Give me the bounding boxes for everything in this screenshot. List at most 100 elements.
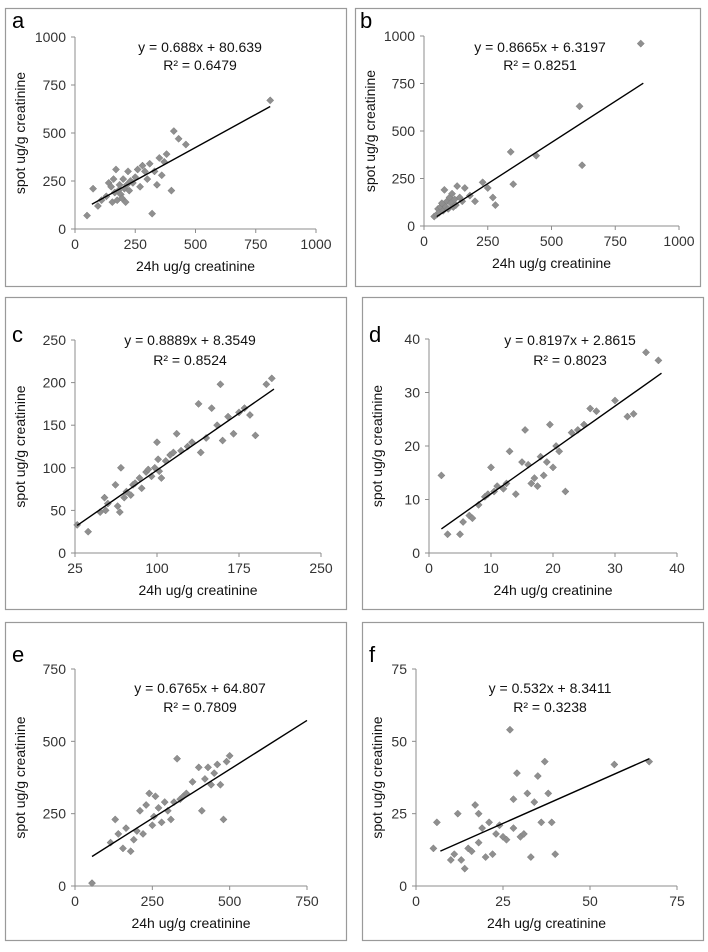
data-point bbox=[202, 434, 211, 442]
y-tick-label: 750 bbox=[392, 76, 416, 92]
regression-equation: y = 0.8665x + 6.3197 bbox=[474, 39, 606, 55]
y-axis-title: spot ug/g creatinine bbox=[12, 716, 28, 838]
panel-label: a bbox=[12, 8, 25, 33]
data-point bbox=[114, 829, 123, 838]
x-tick-label: 0 bbox=[71, 893, 79, 909]
data-point bbox=[137, 484, 146, 493]
data-point bbox=[488, 850, 497, 859]
data-point bbox=[131, 479, 140, 488]
data-point bbox=[429, 844, 438, 853]
data-point bbox=[478, 824, 487, 833]
x-tick-label: 750 bbox=[604, 233, 628, 249]
x-axis-title: 24h ug/g creatinine bbox=[138, 582, 257, 598]
y-tick-label: 0 bbox=[58, 221, 66, 237]
data-point bbox=[573, 425, 582, 434]
x-tick-label: 0 bbox=[71, 236, 79, 252]
y-tick-label: 0 bbox=[412, 545, 420, 561]
r-squared: R² = 0.8524 bbox=[153, 352, 227, 368]
data-point bbox=[474, 809, 483, 818]
data-point bbox=[483, 490, 492, 499]
y-axis-title: spot ug/g creatinine bbox=[12, 72, 28, 194]
data-point bbox=[527, 479, 536, 488]
data-point bbox=[118, 844, 127, 853]
regression-equation: y = 0.6765x + 64.807 bbox=[134, 680, 266, 696]
data-point bbox=[167, 186, 176, 195]
data-point bbox=[119, 175, 128, 184]
data-point bbox=[122, 824, 130, 833]
data-point bbox=[148, 209, 157, 218]
y-tick-label: 500 bbox=[43, 125, 67, 141]
data-point bbox=[83, 211, 92, 220]
data-point bbox=[194, 763, 203, 772]
y-tick-label: 1000 bbox=[35, 29, 66, 45]
data-point bbox=[262, 380, 271, 389]
data-point bbox=[446, 856, 455, 864]
panel-frame bbox=[4, 7, 348, 288]
y-axis-title: spot ug/g creatinine bbox=[369, 716, 385, 838]
y-tick-label: 0 bbox=[407, 218, 415, 234]
data-point bbox=[153, 438, 161, 447]
data-point bbox=[111, 815, 120, 824]
regression-equation: y = 0.532x + 8.3411 bbox=[489, 680, 612, 696]
data-point bbox=[485, 818, 494, 827]
data-point bbox=[93, 202, 102, 210]
data-point bbox=[142, 801, 151, 809]
data-point bbox=[512, 769, 521, 778]
data-point bbox=[440, 185, 449, 194]
y-tick-label: 250 bbox=[43, 173, 67, 189]
data-point bbox=[133, 165, 142, 174]
data-point bbox=[502, 835, 511, 844]
data-point bbox=[453, 182, 462, 191]
x-tick-label: 1000 bbox=[663, 233, 694, 249]
data-point bbox=[623, 412, 632, 421]
data-point bbox=[471, 197, 479, 206]
y-tick-label: 0 bbox=[399, 878, 407, 894]
data-point bbox=[145, 159, 154, 168]
data-point bbox=[586, 404, 595, 413]
data-point bbox=[437, 471, 446, 480]
data-point bbox=[491, 201, 500, 210]
x-tick-label: 25 bbox=[495, 893, 511, 909]
data-point bbox=[453, 809, 462, 818]
panel-frame bbox=[361, 621, 705, 942]
x-tick-label: 25 bbox=[67, 560, 83, 576]
data-point bbox=[229, 429, 238, 438]
data-point bbox=[107, 182, 116, 191]
x-axis-title: 24h ug/g creatinine bbox=[487, 915, 606, 931]
x-tick-label: 250 bbox=[141, 893, 165, 909]
data-point bbox=[101, 506, 110, 515]
r-squared: R² = 0.8251 bbox=[503, 57, 577, 73]
data-point bbox=[139, 829, 148, 838]
y-tick-label: 50 bbox=[50, 502, 66, 518]
x-axis-title: 24h ug/g creatinine bbox=[492, 255, 611, 271]
x-tick-label: 10 bbox=[483, 560, 499, 576]
data-point bbox=[459, 518, 468, 526]
panel-frame bbox=[4, 621, 348, 942]
data-point bbox=[506, 147, 515, 156]
data-point bbox=[610, 760, 619, 769]
data-point bbox=[219, 815, 228, 824]
data-point bbox=[551, 850, 560, 859]
y-tick-label: 500 bbox=[392, 123, 416, 139]
data-point bbox=[456, 530, 464, 539]
data-point bbox=[213, 760, 222, 769]
data-point bbox=[266, 96, 275, 105]
x-tick-label: 100 bbox=[145, 560, 169, 576]
data-point bbox=[547, 818, 556, 827]
panel-a: 0 250 500 750 1000 0 250 500 750 1000 y = 0.688x +… bbox=[4, 7, 348, 288]
data-point bbox=[487, 463, 495, 472]
data-point bbox=[509, 795, 518, 804]
data-point bbox=[533, 482, 542, 491]
y-tick-label: 0 bbox=[58, 878, 66, 894]
x-tick-label: 250 bbox=[476, 233, 500, 249]
panel-e: 0 250 500 750 0 250 500 750 y = 0.6765x + 64.807… bbox=[4, 621, 348, 942]
data-point bbox=[450, 850, 459, 859]
r-squared: R² = 0.3238 bbox=[513, 699, 587, 715]
data-point bbox=[154, 455, 163, 464]
trendline bbox=[91, 719, 308, 858]
data-point bbox=[464, 844, 473, 853]
regression-equation: y = 0.8197x + 2.8615 bbox=[504, 332, 636, 348]
data-point bbox=[210, 769, 219, 778]
data-point bbox=[488, 193, 497, 202]
